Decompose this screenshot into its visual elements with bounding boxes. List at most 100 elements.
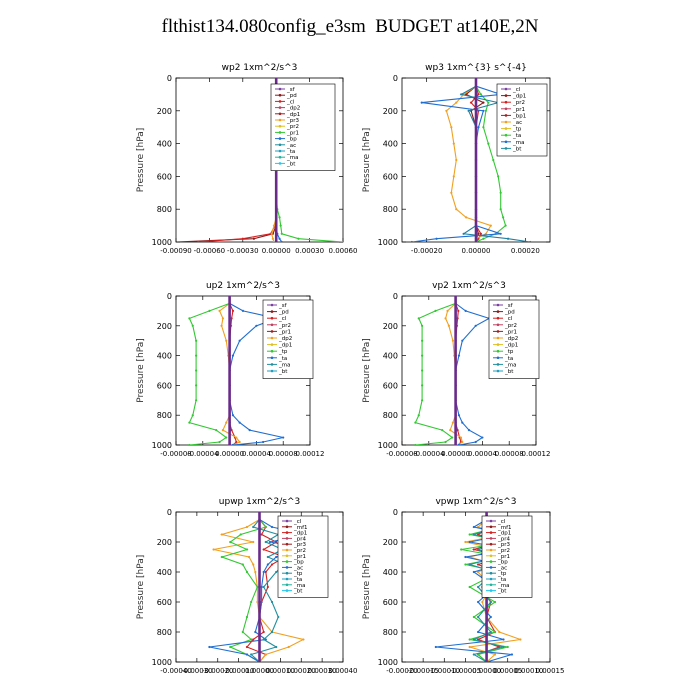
y-axis-label: Pressure [hPa]: [136, 555, 146, 620]
data-point-pr3: [212, 548, 215, 551]
data-point-tp: [231, 443, 235, 445]
data-point-bp: [208, 645, 211, 649]
y-tick-label: 200: [157, 107, 172, 116]
data-point-pr1: [245, 570, 249, 574]
data-point-tp: [282, 436, 285, 439]
data-point-cl: [456, 429, 459, 432]
y-tick-label: 400: [157, 352, 172, 361]
data-point-ac: [477, 548, 480, 551]
legend-label: _cl: [293, 519, 302, 525]
y-axis-label: Pressure [hPa]: [362, 338, 372, 403]
data-point-dp2: [421, 324, 424, 327]
data-point-pr3: [468, 645, 471, 649]
y-tick-label: 1000: [152, 238, 172, 247]
data-point-pr3: [247, 555, 251, 559]
legend-label: _pr1: [497, 554, 510, 560]
data-point-pr2: [489, 224, 492, 227]
data-point-ac: [472, 653, 475, 656]
data-point-pr2: [451, 339, 455, 342]
legend-label: _pr4: [293, 536, 307, 542]
legend-label: _dp1: [286, 112, 300, 118]
data-point-tp: [238, 421, 241, 424]
data-point-bp: [268, 540, 272, 544]
data-point-pr1: [506, 645, 509, 649]
x-tick-label: -0.00030: [227, 247, 258, 255]
legend-label: _dp1: [504, 343, 518, 349]
legend-marker: [270, 330, 274, 333]
legend-marker: [285, 560, 289, 563]
legend-marker: [496, 356, 500, 360]
legend-label: _bp1: [512, 113, 526, 119]
data-point-dp2: [225, 436, 228, 439]
y-axis-label: Pressure [hPa]: [362, 128, 372, 193]
legend-marker: [496, 303, 500, 307]
y-tick-label: 600: [157, 172, 172, 181]
legend-marker: [489, 571, 493, 575]
legend-marker: [496, 336, 500, 340]
data-point-pr1: [341, 240, 343, 242]
data-point-bp: [266, 563, 269, 566]
legend-label: _mf1: [293, 525, 308, 531]
data-point-cl: [241, 237, 244, 240]
data-point-pr3: [245, 525, 249, 529]
legend-label: _tp: [293, 571, 303, 577]
chart-panel-5: upwp 1xm^2/s^3 Pressure [hPa] 0 200 400 600 80…: [136, 497, 357, 675]
data-point-cl: [231, 309, 235, 312]
data-point-pr2: [461, 440, 464, 444]
y-tick-label: 400: [383, 140, 398, 149]
legend-marker: [285, 542, 289, 546]
x-tick-label: -0.00004: [187, 450, 219, 458]
data-point-pr1: [245, 548, 249, 551]
data-point-cl: [245, 645, 249, 649]
legend-marker: [278, 112, 282, 116]
x-tick-label: 0.00015: [536, 667, 565, 675]
data-point-pr3: [302, 638, 305, 641]
legend: _sf_pd_cl_dp2_dp1_pr3_pr2_pr1_bp_ac_ta_m…: [270, 83, 336, 171]
x-tick-label: 0.00030: [295, 247, 324, 255]
data-point-bp1: [410, 240, 413, 242]
x-tick-label: -0.00010: [429, 667, 460, 675]
data-point-bp: [275, 555, 278, 559]
y-tick-label: 400: [157, 568, 172, 577]
y-tick-label: 1000: [378, 441, 398, 450]
x-tick-label: 0.00008: [269, 450, 298, 458]
data-point-pr2: [455, 101, 458, 104]
data-point-cl: [235, 440, 238, 444]
data-point-pr2: [221, 429, 224, 432]
x-tick-label: -0.00008: [386, 450, 417, 458]
x-tick-label: 0.00030: [308, 667, 337, 675]
legend-marker: [278, 100, 282, 103]
data-point-bp1: [477, 126, 480, 129]
data-point-tp: [481, 436, 484, 439]
data-point-pr3: [252, 540, 255, 544]
data-point-dp2: [421, 354, 424, 357]
x-tick-label: -0.00020: [386, 667, 417, 675]
legend-label: _cl: [278, 316, 287, 322]
data-point-tp: [457, 414, 461, 417]
legend-marker: [489, 537, 493, 540]
legend-label: _dp1: [512, 94, 526, 100]
legend-marker: [278, 93, 282, 97]
legend-label: _ac: [293, 565, 303, 571]
legend-label: _pr3: [286, 118, 300, 124]
legend-label: _dp2: [278, 336, 292, 342]
legend-marker: [285, 531, 289, 534]
data-point-dp2: [441, 429, 444, 432]
y-tick-label: 800: [383, 628, 398, 637]
legend-label: _sf: [504, 303, 514, 309]
data-point-dp2: [444, 440, 447, 444]
legend: _cl_dp1_pr2_pr1_bp1_ac_tp_ta_ma_bt: [496, 83, 548, 157]
x-tick-label: 0.00004: [468, 450, 497, 458]
data-point-pr1: [280, 232, 283, 235]
data-point-ac: [275, 645, 278, 649]
data-point-tp: [248, 429, 251, 432]
legend-marker: [504, 94, 508, 97]
series-line-dp2: [414, 296, 457, 445]
data-point-pr1: [468, 585, 471, 589]
data-point-pr3: [256, 600, 259, 604]
data-point-ac: [468, 563, 471, 566]
y-tick-label: 200: [383, 538, 398, 547]
legend-marker: [496, 330, 500, 333]
data-point-bp1: [420, 101, 423, 104]
data-point-pr3: [519, 638, 522, 641]
